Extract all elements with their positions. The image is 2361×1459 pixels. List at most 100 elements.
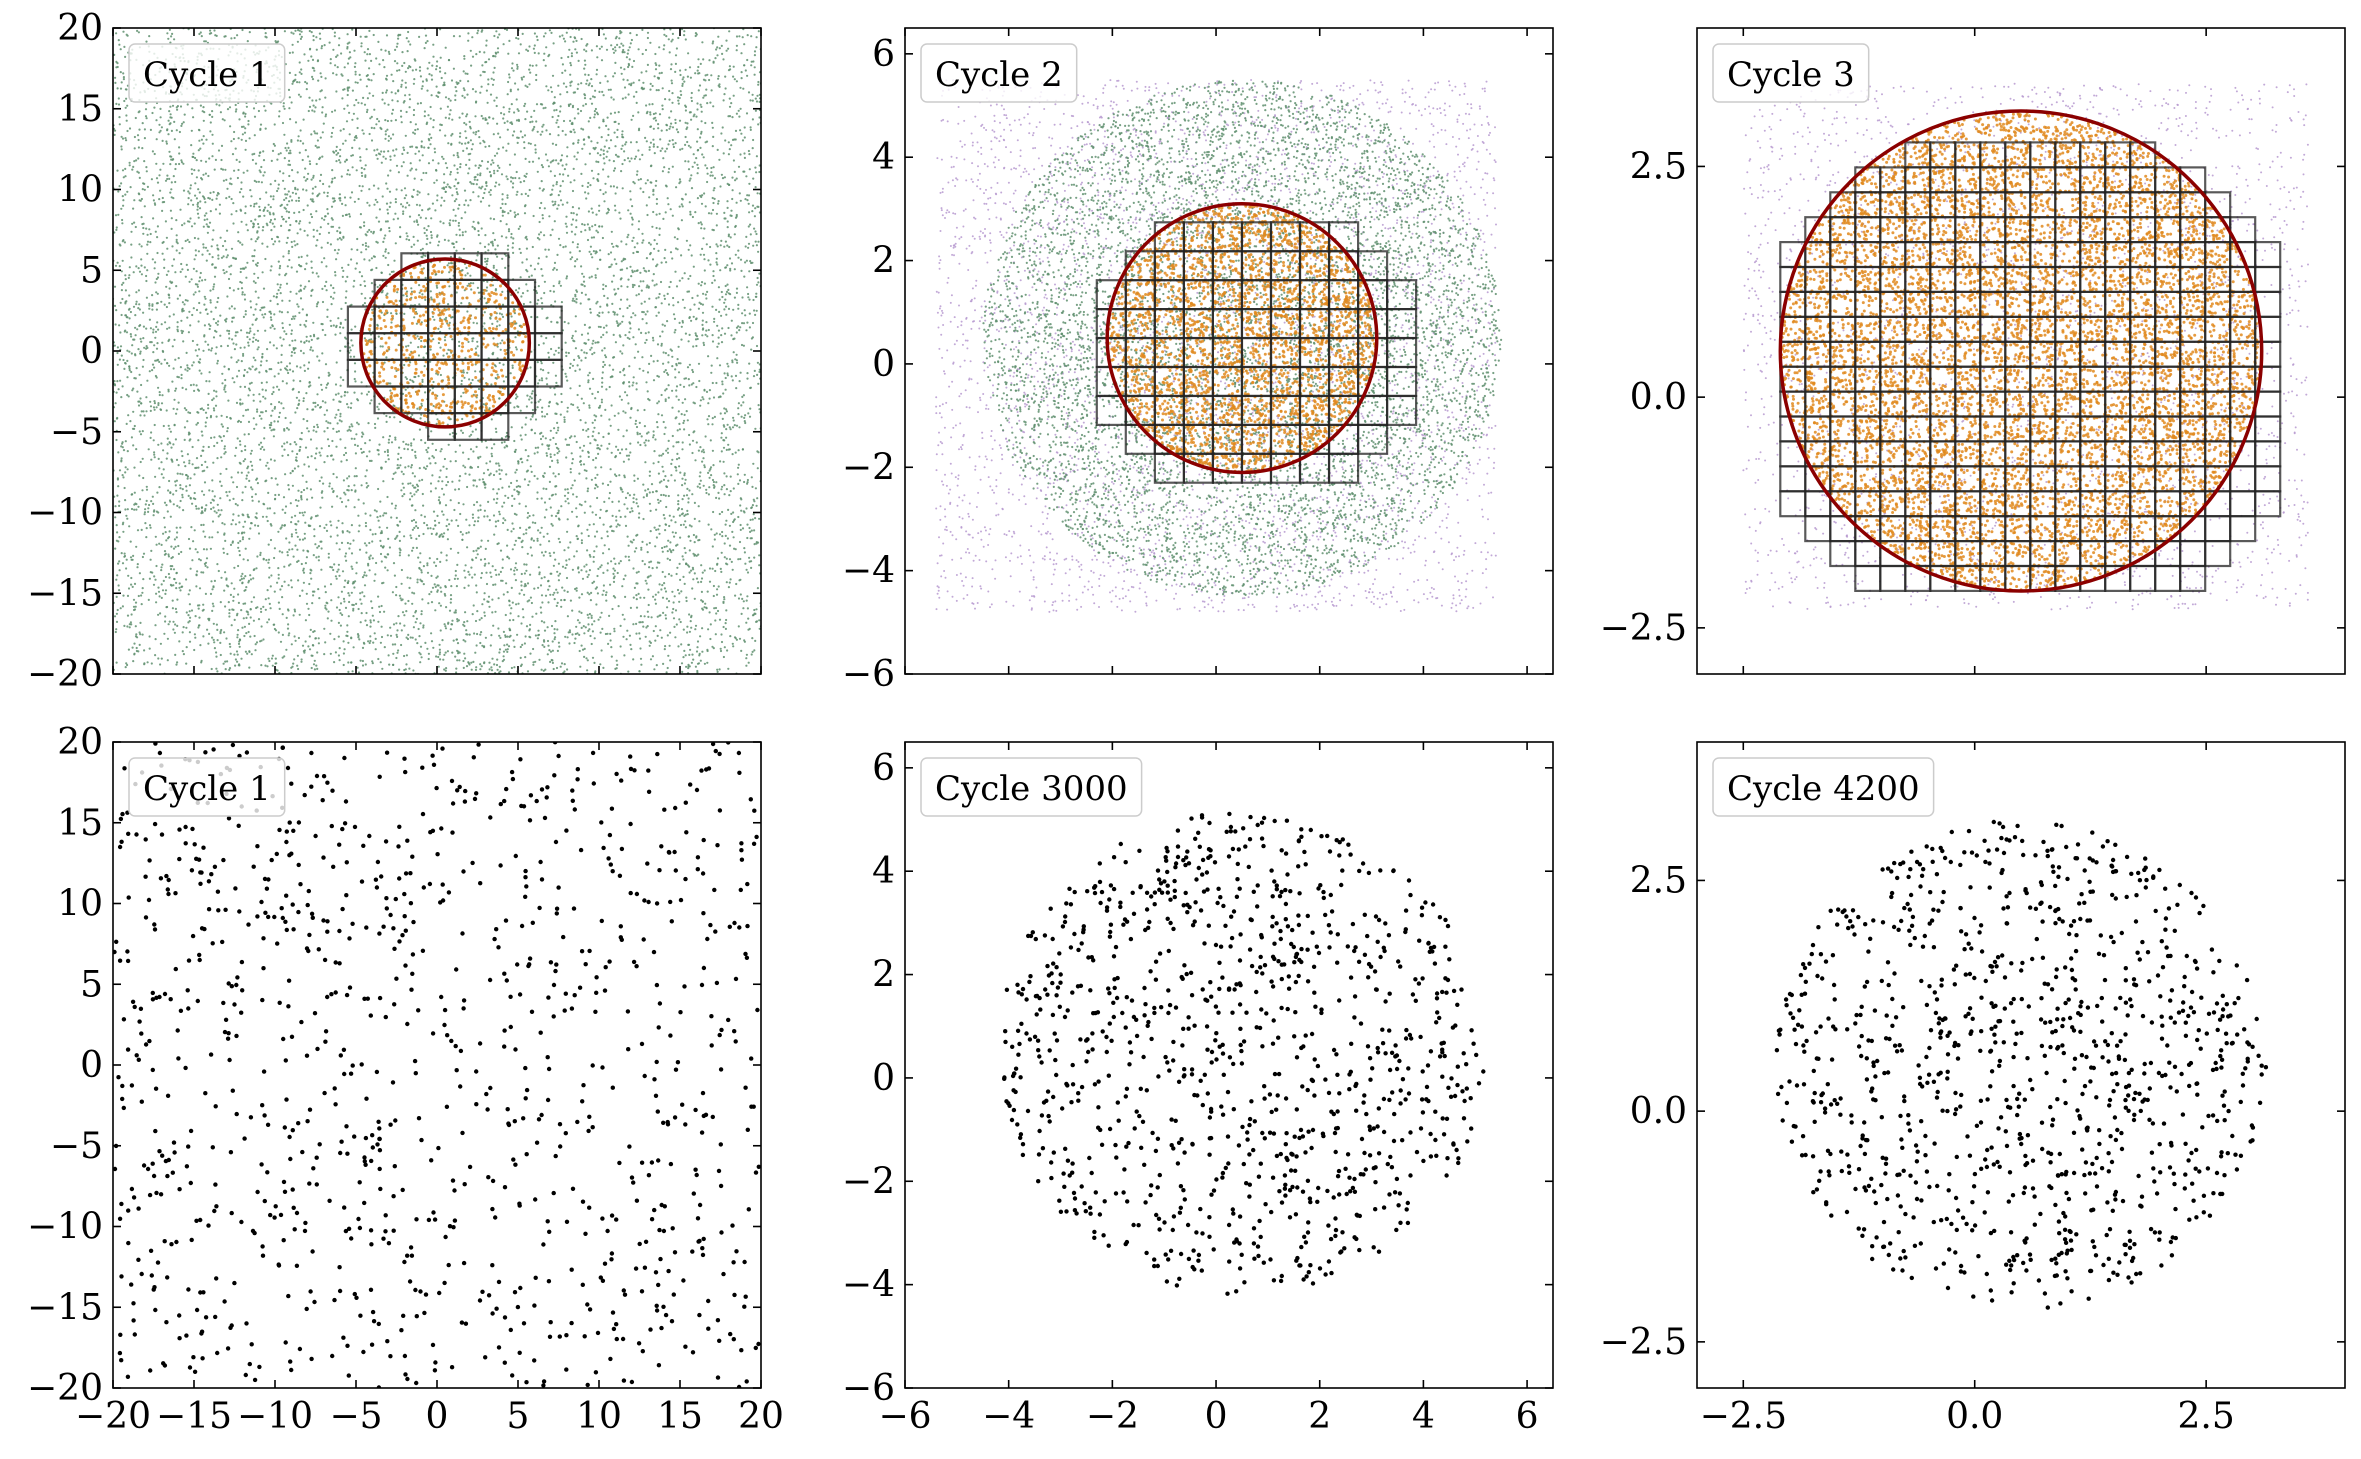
scatter-point: [171, 264, 174, 267]
scatter-point: [199, 271, 202, 275]
scatter-point: [373, 149, 376, 152]
scatter-point: [741, 312, 744, 315]
scatter-point: [412, 108, 416, 112]
scatter-point: [300, 562, 303, 566]
scatter-point: [280, 311, 284, 314]
scatter-point: [195, 507, 198, 510]
scatter-point: [160, 323, 163, 326]
scatter-point: [139, 414, 142, 417]
scatter-point: [163, 501, 167, 504]
scatter-point: [697, 362, 701, 365]
scatter-point: [724, 534, 727, 538]
scatter-point: [429, 290, 432, 293]
scatter-point: [379, 641, 382, 644]
scatter-point: [167, 424, 170, 427]
scatter-point: [282, 407, 285, 410]
scatter-point: [514, 448, 517, 451]
scatter-point: [211, 142, 214, 145]
scatter-point: [363, 103, 367, 106]
scatter-point: [284, 146, 287, 150]
scatter-point: [666, 634, 669, 637]
scatter-point: [178, 252, 181, 255]
scatter-point: [485, 446, 488, 449]
scatter-point: [236, 34, 239, 37]
scatter-point: [170, 188, 173, 191]
scatter-point: [668, 127, 671, 130]
scatter-point: [720, 239, 723, 242]
scatter-point: [207, 407, 210, 410]
scatter-point: [563, 418, 566, 421]
scatter-point: [357, 423, 360, 426]
scatter-point: [576, 393, 579, 397]
scatter-point: [635, 33, 638, 37]
scatter-point: [359, 592, 362, 595]
scatter-point: [602, 435, 605, 439]
scatter-point: [359, 213, 362, 216]
scatter-point: [697, 282, 700, 285]
scatter-point: [646, 610, 649, 613]
scatter-point: [306, 498, 309, 501]
scatter-point: [284, 274, 287, 277]
scatter-point: [438, 643, 441, 646]
scatter-point: [279, 152, 282, 155]
scatter-point: [572, 297, 575, 300]
scatter-point: [350, 423, 353, 426]
scatter-point: [180, 550, 183, 554]
scatter-point: [280, 585, 284, 588]
scatter-point: [415, 546, 418, 550]
scatter-point: [543, 415, 547, 418]
scatter-point: [547, 351, 550, 354]
scatter-point: [137, 157, 140, 160]
scatter-point: [405, 663, 408, 666]
scatter-point: [737, 597, 741, 600]
scatter-point: [570, 230, 574, 233]
scatter-point: [437, 244, 440, 247]
scatter-point: [672, 313, 676, 316]
scatter-point: [544, 248, 547, 251]
scatter-point: [236, 633, 239, 636]
scatter-point: [224, 660, 227, 663]
scatter-point: [708, 389, 712, 392]
scatter-point: [219, 641, 222, 645]
scatter-point: [629, 451, 632, 454]
scatter-point: [757, 123, 760, 126]
scatter-point: [715, 612, 718, 615]
scatter-point: [410, 519, 414, 523]
scatter-point: [206, 231, 209, 234]
scatter-point: [114, 264, 118, 267]
scatter-point: [646, 284, 649, 287]
scatter-point: [488, 474, 491, 477]
scatter-point: [138, 308, 141, 311]
scatter-point: [211, 198, 214, 201]
scatter-point: [248, 338, 251, 341]
scatter-point: [406, 201, 409, 204]
scatter-point: [324, 641, 327, 644]
scatter-point: [648, 241, 651, 244]
scatter-point: [332, 458, 335, 461]
scatter-point: [394, 242, 397, 245]
scatter-point: [434, 273, 437, 276]
scatter-point: [589, 348, 592, 351]
scatter-point: [708, 567, 712, 570]
scatter-point: [690, 569, 693, 572]
scatter-point: [439, 560, 442, 564]
scatter-point: [578, 356, 581, 359]
scatter-point: [656, 615, 659, 618]
scatter-point: [156, 342, 159, 345]
scatter-point: [533, 32, 537, 35]
scatter-point: [704, 164, 707, 167]
scatter-point: [342, 652, 345, 655]
scatter-point: [540, 577, 543, 580]
scatter-point: [203, 303, 206, 306]
scatter-point: [450, 519, 453, 522]
scatter-point: [636, 409, 639, 412]
scatter-point: [320, 568, 323, 571]
scatter-point: [591, 342, 594, 345]
scatter-point: [608, 491, 612, 495]
scatter-point: [510, 180, 513, 183]
scatter-point: [746, 482, 749, 485]
scatter-point: [369, 402, 372, 405]
scatter-point: [235, 343, 238, 346]
scatter-point: [141, 587, 144, 590]
scatter-point: [301, 538, 305, 541]
